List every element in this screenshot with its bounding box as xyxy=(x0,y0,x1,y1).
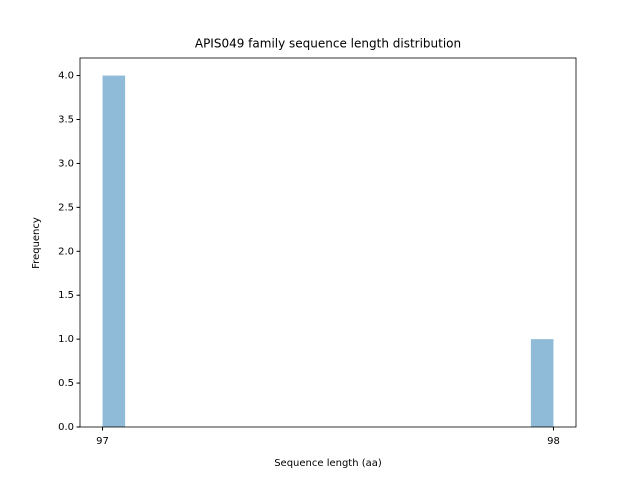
y-tick-label: 4.0 xyxy=(58,71,74,82)
bar xyxy=(530,339,554,427)
y-tick-label: 1.0 xyxy=(58,334,74,345)
bar xyxy=(102,75,126,428)
x-axis-label: Sequence length (aa) xyxy=(274,458,382,469)
y-tick-label: 3.0 xyxy=(58,158,74,169)
y-tick-label: 0.0 xyxy=(58,422,74,433)
y-axis-label: Frequency xyxy=(31,217,42,269)
y-tick-label: 2.0 xyxy=(58,246,74,257)
y-tick-label: 1.5 xyxy=(58,290,74,301)
chart-title: APIS049 family sequence length distribut… xyxy=(195,37,461,51)
x-tick-label: 97 xyxy=(96,436,109,447)
x-tick-label: 98 xyxy=(547,436,560,447)
plot-frame xyxy=(79,57,577,428)
y-tick-label: 2.5 xyxy=(58,202,74,213)
y-tick-label: 3.5 xyxy=(58,115,74,126)
y-tick-label: 0.5 xyxy=(58,378,74,389)
